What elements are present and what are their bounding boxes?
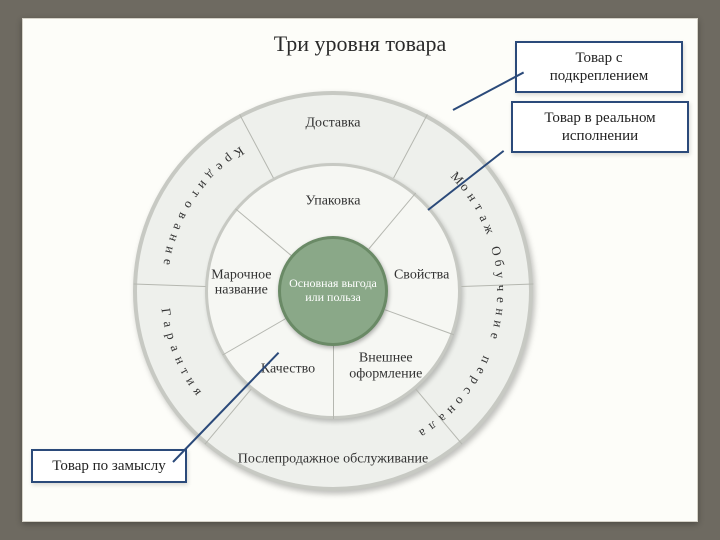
ring-core: Основная выгода или польза [278,236,388,346]
outer-segment-label: Послепродажное обслуживание [238,451,429,466]
callout-core: Товар по замыслу [31,449,187,483]
three-level-diagram: Основная выгода или польза Упаковка Свойс… [123,81,543,501]
callout-actual: Товар в реальном исполнении [511,101,689,153]
outer-segment-label: Доставка [305,115,360,130]
slide: Три уровня товара Основная выгода или по… [22,18,698,522]
middle-segment-label: Свойства [394,268,449,283]
core-label: Основная выгода или польза [287,277,379,305]
middle-segment-label: Внешнее оформление [338,351,434,382]
middle-segment-label: Упаковка [306,193,361,208]
callout-augmented: Товар с подкреплением [515,41,683,93]
middle-segment-label: Марочное название [193,268,289,299]
divider-line [333,346,334,419]
